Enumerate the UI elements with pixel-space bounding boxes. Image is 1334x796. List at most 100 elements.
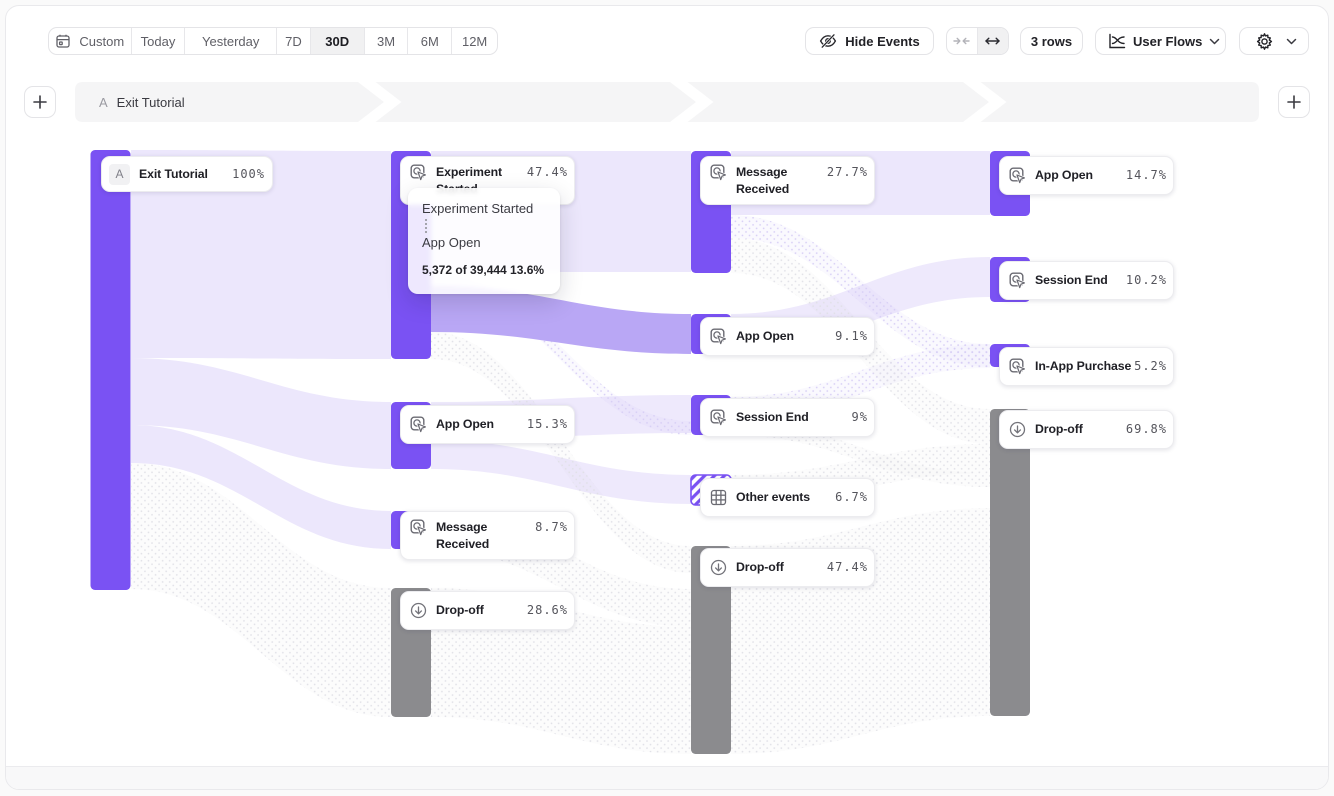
event-click-icon [410, 164, 427, 181]
date-range-label: 3M [376, 33, 396, 49]
node-label: Message Received [736, 165, 790, 196]
view-type-label: User Flows [1133, 33, 1203, 49]
date-range-label: 30D [325, 33, 350, 49]
rows-count-button[interactable]: 3 rows [1020, 27, 1083, 55]
event-click-icon [1009, 358, 1026, 375]
date-range-label: 7D [285, 33, 302, 49]
event-click-icon [710, 409, 727, 426]
node-percentage: 9.1% [835, 329, 868, 344]
date-range-label: Custom [79, 33, 125, 49]
date-range-custom[interactable]: Custom [49, 28, 132, 54]
node-bar-drop-off-3[interactable] [691, 546, 731, 754]
drop-off-icon [710, 559, 727, 576]
event-click-icon [710, 164, 727, 181]
node-percentage: 14.7% [1125, 168, 1167, 183]
node-label: Session End [1035, 273, 1108, 288]
node-card-message-received-3[interactable]: Message Received 27.7% [700, 156, 875, 205]
event-click-icon [410, 519, 427, 536]
node-card-message-received-2[interactable]: Message Received 8.7% [400, 511, 575, 560]
step-segment-2[interactable] [375, 82, 697, 122]
date-range-7d[interactable]: 7D [277, 28, 311, 54]
add-step-left-button[interactable] [24, 86, 56, 118]
date-range-today[interactable]: Today [132, 28, 186, 54]
event-click-icon [410, 416, 427, 433]
flow-exit-tutorial-1-to-app-open-2[interactable] [131, 358, 391, 469]
date-range-3m[interactable]: 3M [365, 28, 409, 54]
step-flow-bar[interactable] [75, 82, 1259, 122]
date-range-label: 6M [420, 33, 439, 49]
flow-message-received-3-to-in-app-purchase-4[interactable] [731, 215, 990, 367]
node-percentage: 27.7% [826, 165, 868, 179]
tooltip-from-event: Experiment Started [422, 201, 534, 216]
node-label: App Open [736, 329, 794, 344]
step-1-label[interactable]: A Exit Tutorial [99, 82, 185, 122]
step-1-event-label: Exit Tutorial [116, 94, 185, 110]
node-label: Drop-off [436, 603, 484, 618]
node-percentage: 6.7% [835, 490, 868, 505]
collapse-expand-toggle [946, 27, 1009, 55]
step-segment-3[interactable] [687, 82, 990, 122]
hide-events-button[interactable]: Hide Events [805, 27, 934, 55]
settings-button[interactable] [1239, 27, 1309, 55]
flow-drop-off-3-to-drop-off-4[interactable] [731, 508, 990, 754]
flow-experiment-started-2-to-app-open-3[interactable] [431, 286, 691, 354]
drop-off-icon [1009, 421, 1026, 438]
date-range-12m[interactable]: 12M [452, 28, 497, 54]
add-step-right-button[interactable] [1278, 86, 1310, 118]
step-segment-4[interactable] [980, 82, 1260, 122]
node-percentage: 9% [851, 410, 868, 425]
flow-experiment-started-2-to-session-end-3[interactable] [431, 272, 691, 435]
date-range-6m[interactable]: 6M [408, 28, 453, 54]
date-range-picker: Custom Today Yesterday 7D 30D 3M 6M 12M [48, 27, 498, 55]
node-label: Drop-off [736, 560, 784, 575]
node-label: Message Received [436, 520, 490, 551]
view-type-dropdown[interactable]: User Flows [1095, 27, 1226, 55]
node-percentage: 5.2% [1134, 359, 1167, 374]
node-percentage: 15.3% [526, 417, 568, 432]
node-bar-exit-tutorial-1[interactable] [90, 150, 131, 590]
flow-tooltip: Experiment Started App Open 5,372 of 39,… [408, 188, 560, 294]
tooltip-connector-dotted-line [425, 219, 427, 233]
expand-columns-button[interactable] [977, 28, 1008, 54]
node-percentage: 28.6% [526, 603, 568, 618]
tooltip-to-event: App Open [422, 235, 481, 250]
node-card-app-open-4[interactable]: App Open 14.7% [999, 156, 1174, 195]
node-label: Other events [736, 490, 810, 505]
calendar-icon [55, 33, 71, 49]
node-label: App Open [436, 417, 494, 432]
node-card-session-end-4[interactable]: Session End 10.2% [999, 261, 1174, 300]
node-label: Drop-off [1035, 422, 1083, 437]
date-range-label: 12M [461, 33, 488, 49]
chevron-down-icon [1209, 38, 1220, 45]
node-label: Exit Tutorial [139, 166, 208, 181]
node-card-app-open-3[interactable]: App Open 9.1% [700, 317, 875, 356]
node-percentage: 8.7% [535, 520, 568, 534]
date-range-30d[interactable]: 30D [310, 28, 365, 54]
date-range-label: Today [140, 33, 176, 49]
node-card-drop-off-4[interactable]: Drop-off 69.8% [999, 410, 1174, 449]
flow-exit-tutorial-1-to-drop-off-2[interactable] [131, 463, 391, 717]
tooltip-stats: 5,372 of 39,444 13.6% [422, 263, 545, 277]
node-card-session-end-3[interactable]: Session End 9% [700, 398, 875, 437]
node-card-drop-off-2[interactable]: Drop-off 28.6% [400, 591, 575, 630]
node-card-other-events-3[interactable]: Other events 6.7% [700, 478, 875, 517]
node-label: In-App Purchase [1035, 359, 1132, 374]
flow-exit-tutorial-1-to-message-received-2[interactable] [131, 425, 391, 549]
flow-app-open-2-to-other-events-3[interactable] [431, 440, 691, 504]
step-segment-1[interactable] [75, 82, 384, 122]
node-percentage: 10.2% [1125, 273, 1167, 288]
flow-exit-tutorial-1-to-experiment-started-2[interactable] [131, 150, 391, 359]
node-card-app-open-2[interactable]: App Open 15.3% [400, 405, 575, 444]
date-range-yesterday[interactable]: Yesterday [185, 28, 277, 54]
user-flows-icon [1108, 33, 1126, 49]
node-step-badge: A [109, 163, 130, 185]
chart-footer-strip [6, 766, 1328, 789]
node-bar-drop-off-4[interactable] [990, 409, 1030, 716]
node-card-exit-tutorial-1[interactable]: A Exit Tutorial 100% [101, 156, 273, 192]
node-card-drop-off-3[interactable]: Drop-off 47.4% [700, 548, 875, 587]
collapse-columns-button[interactable] [947, 28, 978, 54]
node-card-in-app-purchase-4[interactable]: In-App Purchase 5.2% [999, 347, 1174, 386]
flow-experiment-started-2-to-drop-off-3[interactable] [431, 332, 691, 573]
hide-events-label: Hide Events [845, 33, 920, 49]
